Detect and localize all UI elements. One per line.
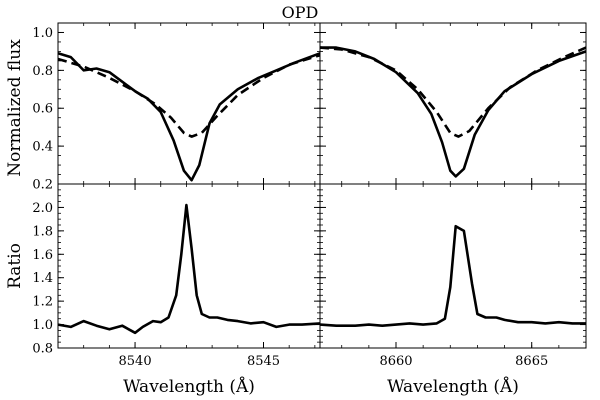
chart-title: OPD bbox=[282, 3, 319, 22]
y-tick-label: 1.0 bbox=[32, 318, 53, 333]
series-solid-line bbox=[57, 52, 321, 182]
y-axis-label-bottom: Ratio bbox=[5, 243, 25, 289]
panels: 0.2 0.4 0.6 0.8 1.0 0.8 1.0 1.2 1.4 1.6 1.8 2.0 8540… bbox=[32, 22, 587, 369]
y-tick-label: 2.0 bbox=[32, 201, 53, 216]
series-solid-line bbox=[319, 224, 586, 327]
panel-frame bbox=[57, 183, 321, 349]
panel-frame bbox=[319, 22, 587, 185]
x-tick-label: 8660 bbox=[379, 354, 412, 369]
series-dashed-line bbox=[57, 53, 321, 138]
y-tick-label: 0.8 bbox=[32, 342, 53, 357]
y-axis-label-top: Normalized flux bbox=[5, 39, 25, 177]
y-tick-label: 1.4 bbox=[32, 271, 53, 286]
y-tick-label: 0.2 bbox=[32, 178, 53, 193]
panel-0-1 bbox=[319, 22, 587, 185]
y-tick-label: 0.8 bbox=[32, 64, 53, 79]
y-tick-label: 1.8 bbox=[32, 224, 53, 239]
panel-frame bbox=[57, 22, 321, 185]
y-tick-label: 1.6 bbox=[32, 248, 53, 263]
x-tick-label: 8545 bbox=[247, 354, 280, 369]
series-dashed-line bbox=[319, 46, 587, 138]
x-axis-label-left: Wavelength (Å) bbox=[123, 376, 255, 397]
series-solid-line bbox=[57, 203, 321, 335]
panel-0-0: 0.2 0.4 0.6 0.8 1.0 bbox=[32, 22, 321, 193]
panel-1-1: 8660 8665 bbox=[319, 183, 587, 369]
panel-1-0: 0.8 1.0 1.2 1.4 1.6 1.8 2.0 8540 8545 bbox=[32, 183, 321, 369]
y-tick-label: 1.0 bbox=[32, 26, 53, 41]
x-tick-label: 8665 bbox=[515, 354, 548, 369]
x-tick-label: 8540 bbox=[119, 354, 152, 369]
y-tick-label: 1.2 bbox=[32, 295, 53, 310]
x-axis-label-right: Wavelength (Å) bbox=[387, 376, 519, 397]
y-tick-label: 0.4 bbox=[32, 140, 53, 155]
y-tick-label: 0.6 bbox=[32, 102, 53, 117]
